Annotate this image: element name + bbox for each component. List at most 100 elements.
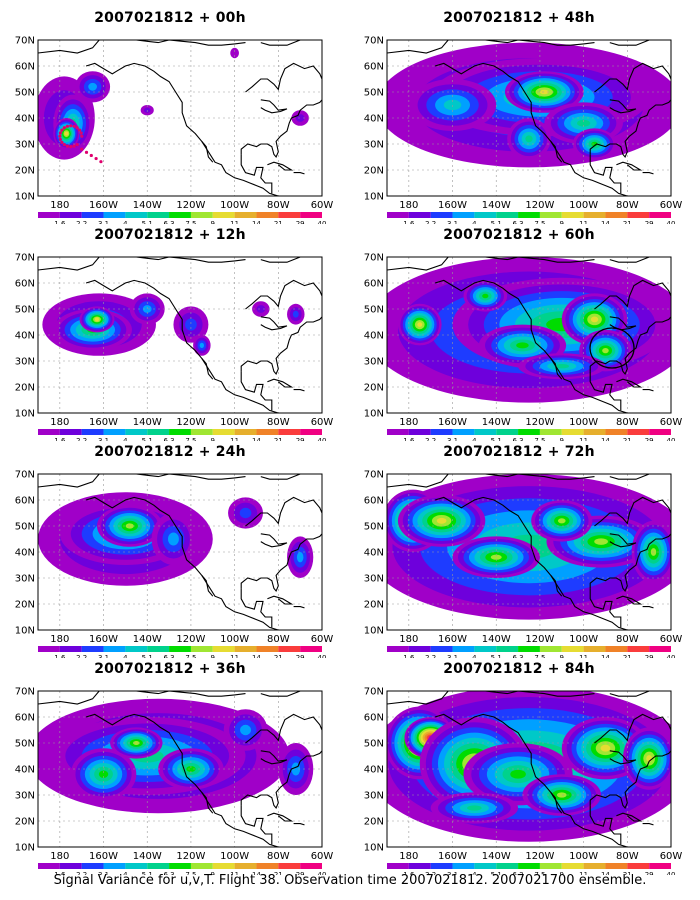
scale-label: 29: [296, 220, 305, 224]
variance-contour: [199, 342, 205, 348]
coastlines: [38, 474, 322, 630]
coastlines: [38, 257, 322, 413]
scale-label: 2.2: [76, 654, 87, 658]
scale-label: 21: [274, 437, 283, 441]
scale-label: 7.5: [534, 437, 545, 441]
color-scale: 1.6 2.2 3.1 4 5.1 6.3 7.5 9 11 14 21 29 40: [387, 646, 675, 658]
scale-swatch: [605, 429, 628, 435]
graticule: [38, 40, 323, 196]
scale-label: 2.2: [425, 220, 436, 224]
scale-swatch: [518, 429, 540, 435]
scale-label: 6.3: [164, 654, 175, 658]
scale-label: 3.1: [447, 437, 458, 441]
panel-title: 2007021812 + 12h: [94, 227, 246, 243]
variance-contour: [539, 89, 549, 95]
variance-contour: [88, 82, 97, 91]
lat-label: 30N: [364, 574, 384, 585]
lon-label: 60W: [660, 634, 683, 645]
lon-label: 120W: [176, 634, 205, 645]
panel-title: 2007021812 + 60h: [443, 227, 595, 243]
scale-label: 6.3: [513, 654, 524, 658]
scale-swatch: [81, 212, 104, 218]
variance-contour: [256, 305, 266, 313]
lat-label: 20N: [15, 383, 35, 394]
scale-swatch: [38, 212, 60, 218]
lat-label: 40N: [364, 114, 384, 125]
coastlines: [38, 40, 322, 196]
variance-field: [387, 42, 671, 168]
scale-swatch: [474, 212, 497, 218]
lat-label: 30N: [15, 357, 35, 368]
scale-label: 3.1: [447, 220, 458, 224]
scale-swatch: [649, 429, 671, 435]
color-scale: 1.6 2.2 3.1 4 5.1 6.3 7.5 9 11 14 21 29 40: [38, 646, 326, 658]
scale-swatch: [147, 429, 170, 435]
map-plot: 70N 60N 50N 40N 30N 20N 10N 180 160W 140W 120W 100W…: [15, 470, 334, 659]
scale-label: 21: [623, 437, 632, 441]
map-panel-48h: 2007021812 + 48h 70N 60N 50N 40N 30N 20N 10N 180…: [354, 8, 684, 224]
scale-swatch: [539, 863, 562, 869]
lon-label: 140W: [133, 200, 162, 211]
scale-label: 11: [230, 437, 239, 441]
variance-contour: [490, 554, 502, 560]
scale-swatch: [539, 212, 562, 218]
scale-swatch: [583, 212, 606, 218]
scale-swatch: [190, 863, 213, 869]
scale-label: 9: [560, 437, 564, 441]
map-panel-36h: 2007021812 + 36h 70N 60N 50N 40N 30N 20N 10N 180…: [5, 659, 335, 875]
lon-label: 120W: [525, 200, 554, 211]
scale-label: 7.5: [534, 871, 545, 875]
scale-swatch: [452, 863, 475, 869]
scale-label: 5.1: [491, 871, 502, 875]
panel-title: 2007021812 + 48h: [443, 10, 595, 26]
scale-label: 6.3: [164, 871, 175, 875]
scale-label: 3.1: [98, 654, 109, 658]
scale-label: 5.1: [142, 220, 153, 224]
lat-label: 10N: [364, 409, 384, 420]
scale-label: 14: [601, 654, 610, 658]
lat-label: 20N: [364, 600, 384, 611]
scale-swatch: [234, 429, 257, 435]
scale-swatch: [81, 429, 104, 435]
scale-label: 6.3: [513, 871, 524, 875]
scale-swatch: [59, 646, 82, 652]
variance-contour: [292, 310, 299, 318]
lat-label: 20N: [15, 817, 35, 828]
map-plot: 70N 60N 50N 40N 30N 20N 10N 180 160W 140W 120W 100W…: [364, 470, 683, 659]
lon-label: 100W: [569, 851, 598, 862]
lat-label: 70N: [15, 36, 35, 47]
lon-label: 80W: [267, 634, 290, 645]
scale-label: 4: [123, 871, 128, 875]
scale-swatch: [518, 646, 540, 652]
scale-swatch: [387, 863, 409, 869]
variance-field: [387, 474, 671, 620]
scale-label: 11: [230, 871, 239, 875]
scale-swatch: [147, 863, 170, 869]
lon-label: 80W: [267, 200, 290, 211]
scale-swatch: [212, 863, 235, 869]
scale-label: 7.5: [185, 220, 196, 224]
scale-label: 4: [123, 654, 128, 658]
scale-swatch: [125, 212, 148, 218]
lon-label: 140W: [133, 417, 162, 428]
scale-swatch: [561, 212, 584, 218]
variance-contour: [133, 741, 140, 745]
scale-label: 40: [667, 654, 676, 658]
lon-label: 180: [399, 634, 418, 645]
scale-swatch: [387, 646, 409, 652]
lon-label: 60W: [660, 200, 683, 211]
scale-label: 14: [252, 654, 261, 658]
color-scale: 1.6 2.2 3.1 4 5.1 6.3 7.5 9 11 14 21 29 40: [387, 429, 675, 441]
lat-label: 60N: [15, 279, 35, 290]
flight-track: [58, 124, 103, 164]
scale-label: 9: [211, 871, 215, 875]
color-scale: 1.6 2.2 3.1 4 5.1 6.3 7.5 9 11 14 21 29 40: [38, 429, 326, 441]
lat-label: 40N: [15, 548, 35, 559]
scale-swatch: [649, 863, 671, 869]
scale-label: 11: [579, 437, 588, 441]
scale-swatch: [408, 212, 431, 218]
scale-swatch: [278, 429, 301, 435]
scale-label: 29: [296, 871, 305, 875]
lat-label: 70N: [364, 687, 384, 698]
variance-contour: [240, 724, 252, 736]
